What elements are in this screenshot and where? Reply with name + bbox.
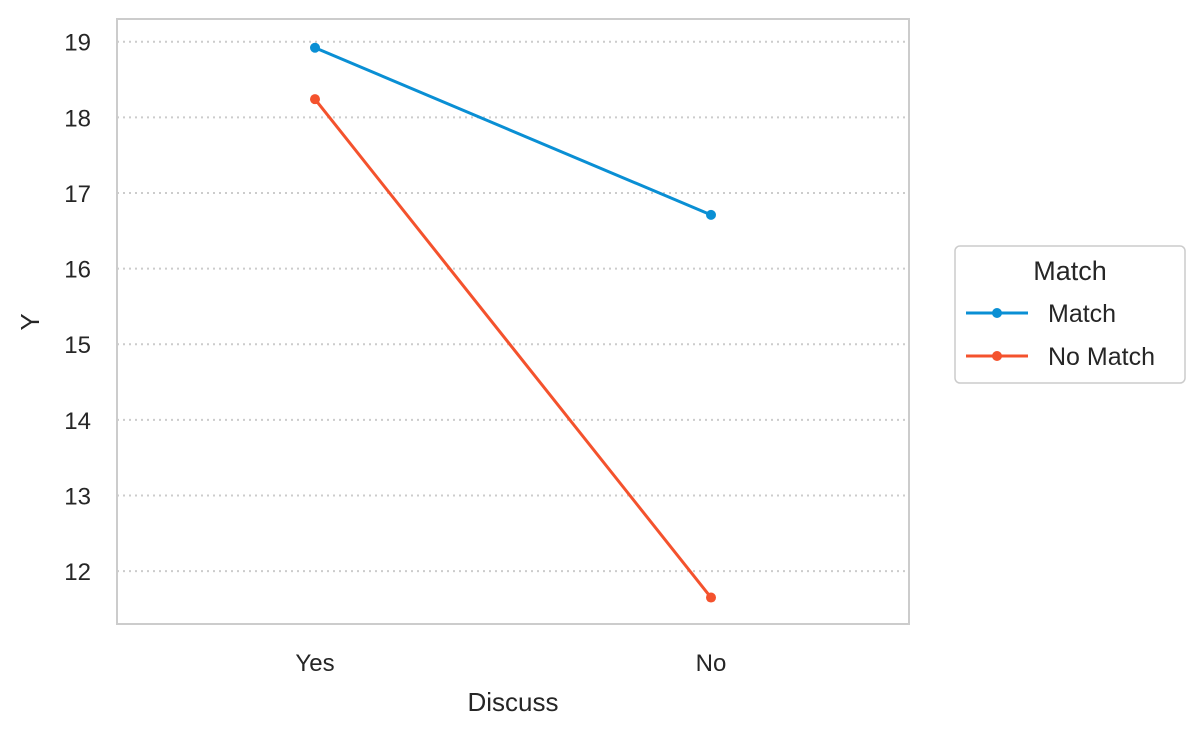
series-lines [310,42,716,603]
legend-title: Match [1033,256,1107,286]
x-axis-label: Discuss [467,687,558,717]
series [310,94,716,603]
grid-lines [117,40,909,573]
y-tick-label: 16 [64,257,91,284]
data-point [706,592,716,603]
legend-label: No Match [1048,343,1155,371]
x-tick-label: No [696,650,727,677]
legend-box [954,245,1186,384]
legend-marker [992,351,1002,361]
plot-frame [116,18,910,625]
y-tick-label: 12 [64,559,91,586]
y-tick-label: 19 [64,30,91,57]
x-tick-labels: Yes No [295,650,726,677]
y-tick-labels: 12 13 14 15 16 17 18 19 [64,30,91,586]
y-tick-label: 14 [64,408,91,435]
y-axis-label: Y [15,313,45,330]
series-line [314,46,712,217]
data-point [310,94,320,105]
legend: Match Match No Match [954,245,1186,384]
legend-label: Match [1048,300,1116,328]
legend-entry: No Match [966,343,1155,371]
y-tick-label: 17 [64,181,91,208]
y-tick-label: 18 [64,105,91,132]
y-tick-label: 15 [64,332,91,359]
x-tick-label: Yes [295,650,334,677]
legend-entry: Match [966,300,1116,328]
data-point [310,42,320,53]
y-tick-label: 13 [64,483,91,510]
legend-marker [992,308,1002,318]
data-point [706,209,716,220]
legend-entries: Match No Match [966,300,1155,371]
series-line [313,98,713,599]
series [310,42,716,220]
